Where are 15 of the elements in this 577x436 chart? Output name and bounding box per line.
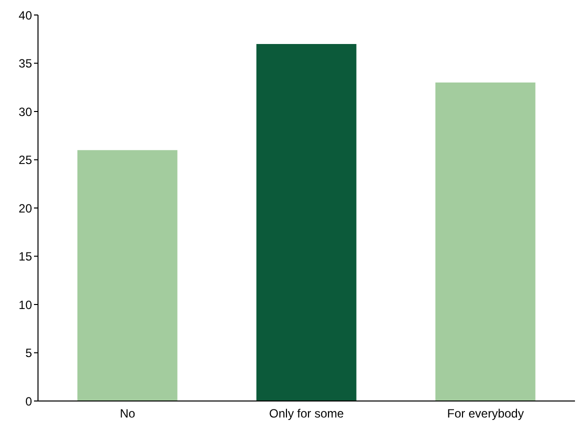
y-tick-label: 25	[18, 153, 32, 168]
y-tick-label: 40	[18, 8, 32, 22]
y-tick-label: 10	[18, 298, 32, 312]
x-tick-label: Only for some	[269, 406, 344, 421]
bar	[77, 150, 178, 401]
bar	[435, 82, 536, 401]
bar	[256, 44, 356, 401]
y-tick-label: 15	[18, 250, 32, 264]
y-tick-label: 20	[18, 201, 32, 216]
x-tick-label: No	[120, 406, 136, 421]
y-tick-label: 35	[18, 56, 32, 71]
y-tick-label: 30	[18, 104, 32, 119]
y-tick-label: 5	[25, 346, 32, 360]
x-tick-label: For everybody	[447, 406, 524, 421]
y-tick-label: 0	[25, 394, 32, 408]
